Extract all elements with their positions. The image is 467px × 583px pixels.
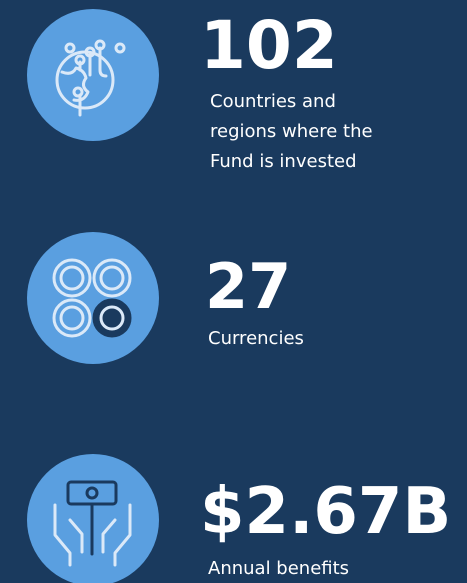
figure: $2.67B: [200, 475, 451, 549]
figure: 27: [205, 250, 291, 323]
globe-icon: [27, 9, 159, 141]
benefits-icon: [27, 454, 159, 583]
label-line: Countries and: [210, 91, 336, 112]
label-line: Fund is invested: [210, 151, 357, 172]
label-line: Currencies: [208, 328, 304, 349]
label-line: regions where the: [210, 121, 373, 142]
currency-icon: [27, 232, 159, 364]
label-line: Annual benefits: [208, 558, 349, 579]
figure: 102: [200, 7, 338, 84]
